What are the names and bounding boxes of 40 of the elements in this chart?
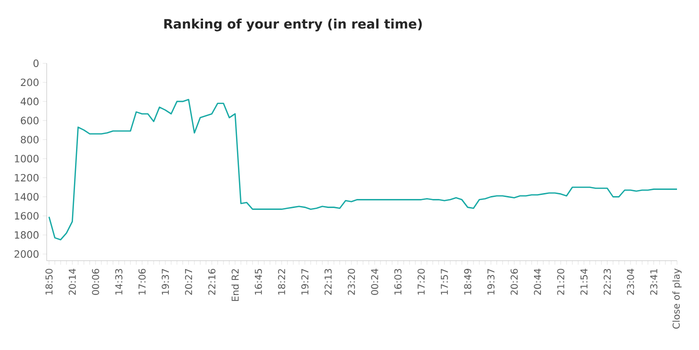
- x-tick-label: 23:20: [348, 268, 355, 295]
- x-tick-label: 22:16: [208, 268, 216, 295]
- x-tick-label: 16:03: [394, 268, 402, 294]
- chart-title: Ranking of your entry (in real time): [164, 18, 422, 32]
- y-tick-label: 1400: [14, 193, 39, 201]
- x-tick-label: 17:06: [138, 268, 146, 294]
- x-tick-label: 16:45: [254, 269, 262, 294]
- y-tick-label: 1600: [14, 212, 39, 220]
- x-tick-label: 18:22: [278, 269, 286, 294]
- x-tick-label: 21:54: [580, 268, 588, 295]
- x-tick-label: 21:20: [557, 268, 564, 295]
- y-tick-label: 800: [20, 136, 39, 144]
- x-tick-label: 22:13: [324, 268, 332, 295]
- x-tick-label: 19:37: [162, 269, 169, 294]
- y-tick-label: 1000: [14, 154, 39, 162]
- x-tick-label: 17:20: [418, 268, 425, 294]
- x-tick-label: Close of play: [672, 268, 682, 329]
- y-tick-label: 0: [34, 60, 39, 68]
- x-tick-label: 20:27: [184, 269, 192, 295]
- x-tick-label: 23:41: [650, 269, 658, 295]
- x-tick-label: 17:57: [440, 269, 448, 294]
- x-tick-label: 18:49: [464, 268, 472, 294]
- x-tick-label: 20:44: [534, 268, 542, 295]
- x-tick-label: 00:06: [92, 268, 100, 295]
- y-tick-label: 2000: [14, 250, 39, 258]
- y-tick-label: 1200: [14, 174, 39, 182]
- y-tick-label: 400: [20, 98, 39, 106]
- y-tick-label: 600: [20, 116, 39, 124]
- x-tick-label: 19:37: [487, 269, 495, 294]
- x-tick-label: 22:23: [604, 268, 611, 295]
- x-tick-label: 14:33: [115, 268, 122, 294]
- x-tick-label: 23:04: [626, 268, 634, 295]
- x-tick-label: 20:14: [68, 268, 76, 295]
- x-tick-label: 18:50: [45, 268, 53, 294]
- y-tick-label: 1800: [14, 231, 39, 239]
- y-tick-label: 200: [20, 78, 39, 86]
- x-tick-label: End R2: [231, 269, 239, 301]
- x-tick-label: 00:24: [371, 268, 378, 295]
- x-tick-label: 19:27: [301, 269, 308, 294]
- x-tick-label: 20:26: [510, 268, 518, 295]
